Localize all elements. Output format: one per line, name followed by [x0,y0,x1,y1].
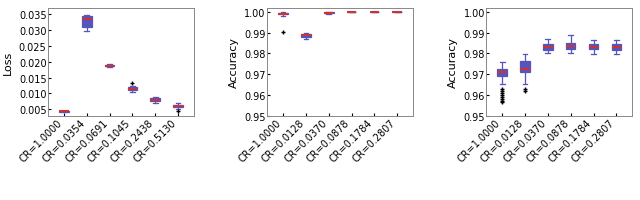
PathPatch shape [278,14,288,15]
Y-axis label: Accuracy: Accuracy [448,37,458,88]
PathPatch shape [301,35,310,38]
PathPatch shape [543,45,553,51]
Y-axis label: Loss: Loss [3,50,13,75]
PathPatch shape [612,45,621,51]
Y-axis label: Accuracy: Accuracy [228,37,239,88]
PathPatch shape [173,105,183,108]
PathPatch shape [150,99,160,102]
PathPatch shape [566,44,575,50]
PathPatch shape [520,62,530,73]
PathPatch shape [497,69,507,77]
PathPatch shape [589,45,598,50]
PathPatch shape [324,13,333,14]
PathPatch shape [105,66,115,67]
PathPatch shape [82,17,92,28]
PathPatch shape [127,87,137,91]
